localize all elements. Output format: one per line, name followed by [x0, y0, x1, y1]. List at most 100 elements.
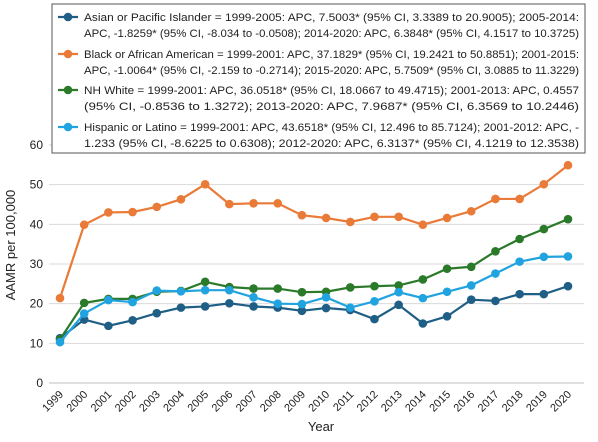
data-point	[273, 199, 283, 208]
legend-entry: Hispanic or Latino = 1999-2001: APC, 43.…	[58, 122, 579, 150]
data-point	[563, 160, 573, 170]
series-lines	[55, 160, 573, 347]
data-point	[515, 257, 524, 266]
x-tick-label: 2020	[548, 389, 574, 415]
x-tick-label: 2015	[427, 389, 453, 415]
data-point	[104, 321, 113, 331]
data-point	[515, 194, 524, 204]
legend-box	[51, 3, 586, 154]
x-tick-label: 2014	[403, 389, 429, 415]
data-point	[104, 208, 113, 217]
y-tick-label: 20	[30, 297, 44, 311]
data-point	[563, 214, 573, 224]
data-point	[200, 277, 210, 287]
data-point	[200, 302, 210, 311]
data-point	[249, 199, 258, 208]
legend-text-line: Black or African American = 1999-2001: A…	[84, 49, 579, 61]
legend-swatch-marker	[63, 49, 73, 59]
legend-text-line: APC, -1.8259* (95% CI, -8.034 to -0.0508…	[84, 28, 579, 40]
series-3	[55, 252, 573, 347]
legend-entry: Asian or Pacific Islander = 1999-2005: A…	[58, 12, 579, 40]
x-tick-label: 2001	[89, 389, 115, 415]
x-tick-label: 1999	[40, 389, 66, 415]
data-point	[345, 303, 355, 312]
legend-entry: Black or African American = 1999-2001: A…	[58, 49, 579, 77]
data-point	[394, 300, 403, 310]
data-point	[200, 285, 210, 295]
data-point	[104, 295, 113, 305]
data-point	[249, 302, 258, 311]
data-point	[225, 285, 234, 295]
series-1	[55, 160, 573, 303]
x-tick-label: 2002	[113, 389, 139, 415]
data-point	[128, 316, 137, 325]
data-point	[539, 289, 549, 299]
data-point	[491, 296, 500, 306]
x-tick-label: 2012	[355, 389, 381, 415]
y-tick-label: 0	[36, 376, 43, 390]
x-tick-label: 2007	[234, 389, 260, 415]
data-point	[345, 217, 355, 227]
data-point	[370, 296, 379, 306]
x-tick-label: 2013	[379, 389, 405, 415]
legend-swatch-marker	[63, 12, 73, 22]
x-tick-label: 2010	[306, 389, 332, 415]
data-point	[225, 298, 234, 308]
x-tick-label: 2009	[282, 389, 308, 415]
legend-text-line: APC, -1.0064* (95% CI, -2.159 to -0.2714…	[84, 65, 579, 77]
x-tick-label: 2006	[210, 389, 236, 415]
data-point	[442, 312, 452, 321]
series-line	[58, 164, 569, 299]
y-tick-label: 60	[30, 138, 44, 152]
data-point	[200, 179, 210, 189]
data-point	[79, 220, 89, 230]
data-point	[466, 262, 476, 272]
data-point	[128, 297, 137, 307]
data-point	[297, 210, 307, 220]
series-line	[59, 285, 569, 340]
x-tick-label: 2004	[161, 389, 187, 415]
data-point	[418, 319, 428, 328]
x-axis-title: Year	[308, 419, 335, 434]
y-tick-label: 50	[30, 178, 44, 192]
data-point	[394, 281, 403, 290]
data-point	[515, 289, 524, 299]
legend-text-line: (95% CI, -0.8536 to 1.3272); 2013-2020: …	[84, 101, 579, 113]
data-point	[176, 303, 186, 312]
x-tick-label: 2000	[65, 389, 91, 415]
x-tick-label: 2008	[258, 389, 284, 415]
data-point	[297, 287, 307, 297]
data-point	[491, 194, 500, 204]
x-tick-label: 2005	[185, 389, 211, 415]
y-tick-label: 10	[30, 336, 44, 350]
y-tick-label: 40	[30, 217, 44, 231]
data-point	[273, 299, 283, 308]
data-point	[370, 212, 379, 222]
x-tick-label: 2017	[476, 389, 502, 415]
data-point	[297, 299, 307, 309]
x-tick-label: 2016	[452, 389, 478, 415]
y-tick-label: 30	[30, 257, 44, 271]
data-point	[225, 199, 234, 209]
data-point	[321, 213, 331, 223]
legend: Asian or Pacific Islander = 1999-2005: A…	[51, 3, 586, 154]
data-point	[249, 284, 258, 293]
x-tick-label: 2018	[500, 389, 526, 415]
legend-text-line: Hispanic or Latino = 1999-2001: APC, 43.…	[84, 122, 579, 134]
data-point	[466, 206, 476, 216]
data-point	[321, 303, 331, 313]
data-point	[55, 337, 65, 347]
y-axis-title: AAMR per 100,000	[3, 190, 18, 301]
data-point	[539, 252, 549, 262]
data-point	[539, 224, 549, 234]
data-point	[418, 275, 428, 284]
gridlines	[49, 144, 584, 384]
data-point	[563, 281, 573, 291]
x-tick-label: 2011	[331, 389, 356, 414]
data-point	[442, 213, 452, 223]
data-point	[176, 195, 186, 204]
legend-entry: NH White = 1999-2001: APC, 36.0518* (95%…	[58, 85, 579, 113]
data-point	[79, 309, 89, 318]
legend-text-line: 1.233 (95% CI, -8.6225 to 0.6308); 2012-…	[84, 138, 579, 150]
